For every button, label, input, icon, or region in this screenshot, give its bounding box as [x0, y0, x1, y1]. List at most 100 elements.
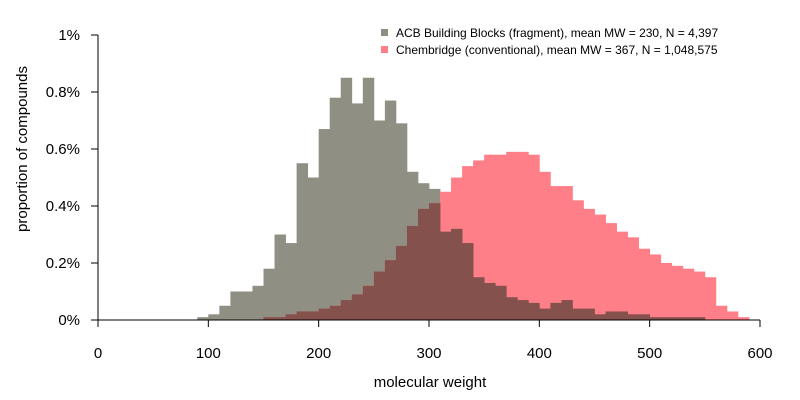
bar-overlap — [274, 317, 286, 320]
bar-acb — [274, 234, 286, 320]
bar-overlap — [506, 297, 518, 320]
bar-overlap — [605, 311, 617, 320]
x-tick-label: 0 — [94, 345, 102, 362]
y-tick-label: 0.4% — [46, 198, 80, 215]
bar-overlap — [340, 300, 353, 320]
bar-overlap — [693, 317, 706, 320]
bar-overlap — [362, 285, 375, 320]
bar-chembridge — [506, 151, 518, 320]
bar-overlap — [395, 245, 408, 320]
bar-acb — [373, 120, 386, 320]
bar-overlap — [373, 271, 386, 320]
bar-acb — [285, 243, 297, 320]
bar-chembridge — [495, 154, 507, 320]
y-ticks: 0% 0.2% 0.4% 0.6% 0.8% 1% — [46, 27, 98, 329]
bar-overlap — [406, 225, 419, 320]
bar-overlap — [384, 260, 397, 320]
y-tick-label: 1% — [58, 27, 80, 44]
bar-overlap — [583, 308, 595, 320]
bar-overlap — [539, 308, 551, 320]
bar-overlap — [484, 282, 496, 320]
bar-overlap — [517, 300, 529, 320]
bar-overlap — [638, 314, 651, 320]
bar-chembridge — [682, 268, 695, 320]
bar-overlap — [263, 317, 275, 320]
bar-acb — [263, 268, 275, 320]
bar-overlap — [682, 317, 695, 320]
bar-chembridge — [583, 208, 595, 320]
y-axis-title: proportion of compounds — [14, 66, 31, 232]
bar-chembridge — [715, 305, 728, 320]
bar-acb — [329, 97, 342, 320]
bar-overlap — [451, 228, 463, 320]
bar-acb — [208, 314, 220, 320]
bar-acb — [318, 129, 331, 320]
bar-overlap — [296, 311, 309, 320]
bar-chembridge — [594, 214, 606, 320]
y-tick-label: 0.2% — [46, 255, 80, 272]
bar-overlap — [440, 231, 452, 320]
bar-overlap — [627, 314, 640, 320]
y-tick-label: 0.6% — [46, 141, 80, 158]
bar-acb — [384, 100, 397, 320]
bar-chembridge — [660, 263, 673, 320]
bar-overlap — [572, 308, 584, 320]
y-tick-label: 0% — [58, 312, 80, 329]
y-tick-label: 0.8% — [46, 84, 80, 101]
bar-overlap — [594, 314, 606, 320]
bar-overlap — [528, 302, 540, 320]
bar-chembridge — [616, 231, 628, 320]
bar-overlap — [285, 314, 297, 320]
x-tick-label: 400 — [527, 345, 552, 362]
legend-label-chembridge: Chembridge (conventional), mean MW = 367… — [396, 43, 718, 57]
bar-acb — [219, 305, 231, 320]
bar-overlap — [616, 311, 628, 320]
bar-overlap — [660, 317, 673, 320]
bar-acb — [351, 103, 364, 321]
bar-overlap — [417, 208, 430, 320]
bar-acb — [241, 291, 253, 320]
x-tick-label: 500 — [637, 345, 662, 362]
bar-chembridge — [528, 154, 540, 320]
x-axis-title: molecular weight — [374, 374, 487, 391]
x-tick-label: 300 — [416, 345, 441, 362]
bar-chembridge — [704, 277, 717, 320]
bar-acb — [395, 123, 408, 320]
bar-overlap — [495, 285, 507, 320]
legend-label-acb: ACB Building Blocks (fragment), mean MW … — [396, 26, 718, 40]
bar-acb — [362, 77, 375, 320]
legend-swatch-acb — [381, 29, 388, 36]
bar-chembridge — [484, 154, 496, 320]
bar-overlap — [307, 311, 320, 320]
x-tick-label: 600 — [747, 345, 772, 362]
bar-chembridge — [737, 317, 750, 320]
bars-layer — [197, 77, 750, 321]
bar-chembridge — [649, 254, 662, 320]
bar-acb — [307, 177, 320, 320]
bar-acb — [197, 317, 209, 320]
bar-acb — [252, 285, 264, 320]
bar-acb — [296, 163, 309, 320]
bar-overlap — [329, 305, 342, 320]
bar-chembridge — [550, 186, 562, 320]
bar-chembridge — [671, 265, 684, 320]
bar-chembridge — [539, 171, 551, 320]
x-ticks: 0 100 200 300 400 500 600 — [94, 320, 773, 362]
bar-chembridge — [638, 248, 651, 320]
x-tick-label: 200 — [306, 345, 331, 362]
bar-chembridge — [605, 223, 617, 320]
bar-overlap — [318, 308, 331, 320]
x-tick-label: 100 — [196, 345, 221, 362]
bar-chembridge — [627, 237, 640, 320]
bar-chembridge — [693, 271, 706, 320]
bar-acb — [230, 291, 242, 320]
bar-overlap — [351, 294, 364, 320]
bar-acb — [340, 77, 353, 320]
bar-chembridge — [517, 151, 529, 320]
bar-overlap — [561, 300, 573, 320]
bar-chembridge — [726, 311, 739, 320]
bar-overlap — [462, 243, 474, 320]
bar-overlap — [671, 317, 684, 320]
bar-chembridge — [473, 160, 485, 320]
